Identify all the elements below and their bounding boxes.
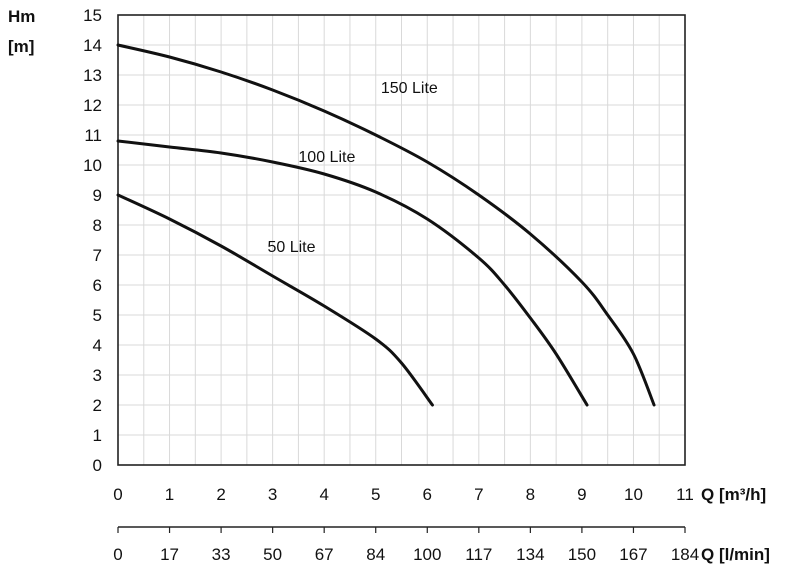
x-tick-label: 8 (526, 485, 535, 504)
y-axis-title-line1: Hm (8, 7, 35, 26)
series-curve-100-lite (116, 139, 589, 407)
y-tick-label: 10 (83, 156, 102, 175)
x2-tick-label: 67 (315, 545, 334, 564)
x-tick-label: 1 (165, 485, 174, 504)
x2-tick-label: 33 (212, 545, 231, 564)
curves (116, 43, 656, 407)
series-label: 150 Lite (381, 80, 438, 97)
series-curve-150-lite (116, 43, 656, 407)
x-tick-label: 6 (423, 485, 432, 504)
y-tick-label: 12 (83, 96, 102, 115)
x2-tick-label: 84 (366, 545, 385, 564)
y-tick-label: 15 (83, 6, 102, 25)
plot-frame (117, 14, 686, 466)
x2-tick-label: 100 (413, 545, 441, 564)
x-tick-label: 11 (676, 485, 694, 504)
y-tick-label: 0 (93, 456, 102, 475)
y-tick-label: 6 (93, 276, 102, 295)
y-tick-label: 2 (93, 396, 102, 415)
x-tick-label: 2 (216, 485, 225, 504)
y-tick-label: 14 (83, 36, 102, 55)
y-tick-label: 13 (83, 66, 102, 85)
y-tick-label: 7 (93, 246, 102, 265)
x-tick-label: 9 (577, 485, 586, 504)
x-axis-title: Q [m³/h] (701, 485, 766, 504)
series-curve-50-lite (116, 193, 434, 407)
y-tick-label: 4 (93, 336, 102, 355)
x2-tick-label: 134 (516, 545, 544, 564)
series-label: 50 Lite (267, 239, 315, 256)
x2-tick-label: 50 (263, 545, 282, 564)
y-tick-label: 5 (93, 306, 102, 325)
x-tick-label: 4 (319, 485, 328, 504)
x-tick-labels: 0 1 2 3 4 5 6 7 8 9 10 11 (113, 485, 694, 504)
x-tick-label: 10 (624, 485, 643, 504)
x2-tick-label: 117 (465, 545, 492, 564)
y-tick-label: 3 (93, 366, 102, 385)
x2-tick-labels: 0 17 33 50 67 84 100 117 134 150 167 184 (113, 527, 699, 564)
x-tick-label: 7 (474, 485, 483, 504)
y-tick-label: 8 (93, 216, 102, 235)
x-tick-label: 0 (113, 485, 122, 504)
series-label: 100 Lite (298, 149, 355, 166)
x-tick-label: 3 (268, 485, 277, 504)
x-tick-label: 5 (371, 485, 380, 504)
y-tick-label: 9 (93, 186, 102, 205)
x2-tick-label: 17 (160, 545, 179, 564)
series-labels: 150 Lite 100 Lite 50 Lite (267, 80, 437, 256)
y-tick-label: 11 (84, 126, 102, 145)
x2-axis-title: Q [l/min] (701, 545, 770, 564)
y-axis-title-line2: [m] (8, 37, 34, 56)
y-tick-label: 1 (93, 426, 102, 445)
x2-tick-label: 0 (113, 545, 122, 564)
x2-tick-label: 150 (568, 545, 596, 564)
x2-tick-label: 167 (619, 545, 647, 564)
x2-tick-label: 184 (671, 545, 699, 564)
